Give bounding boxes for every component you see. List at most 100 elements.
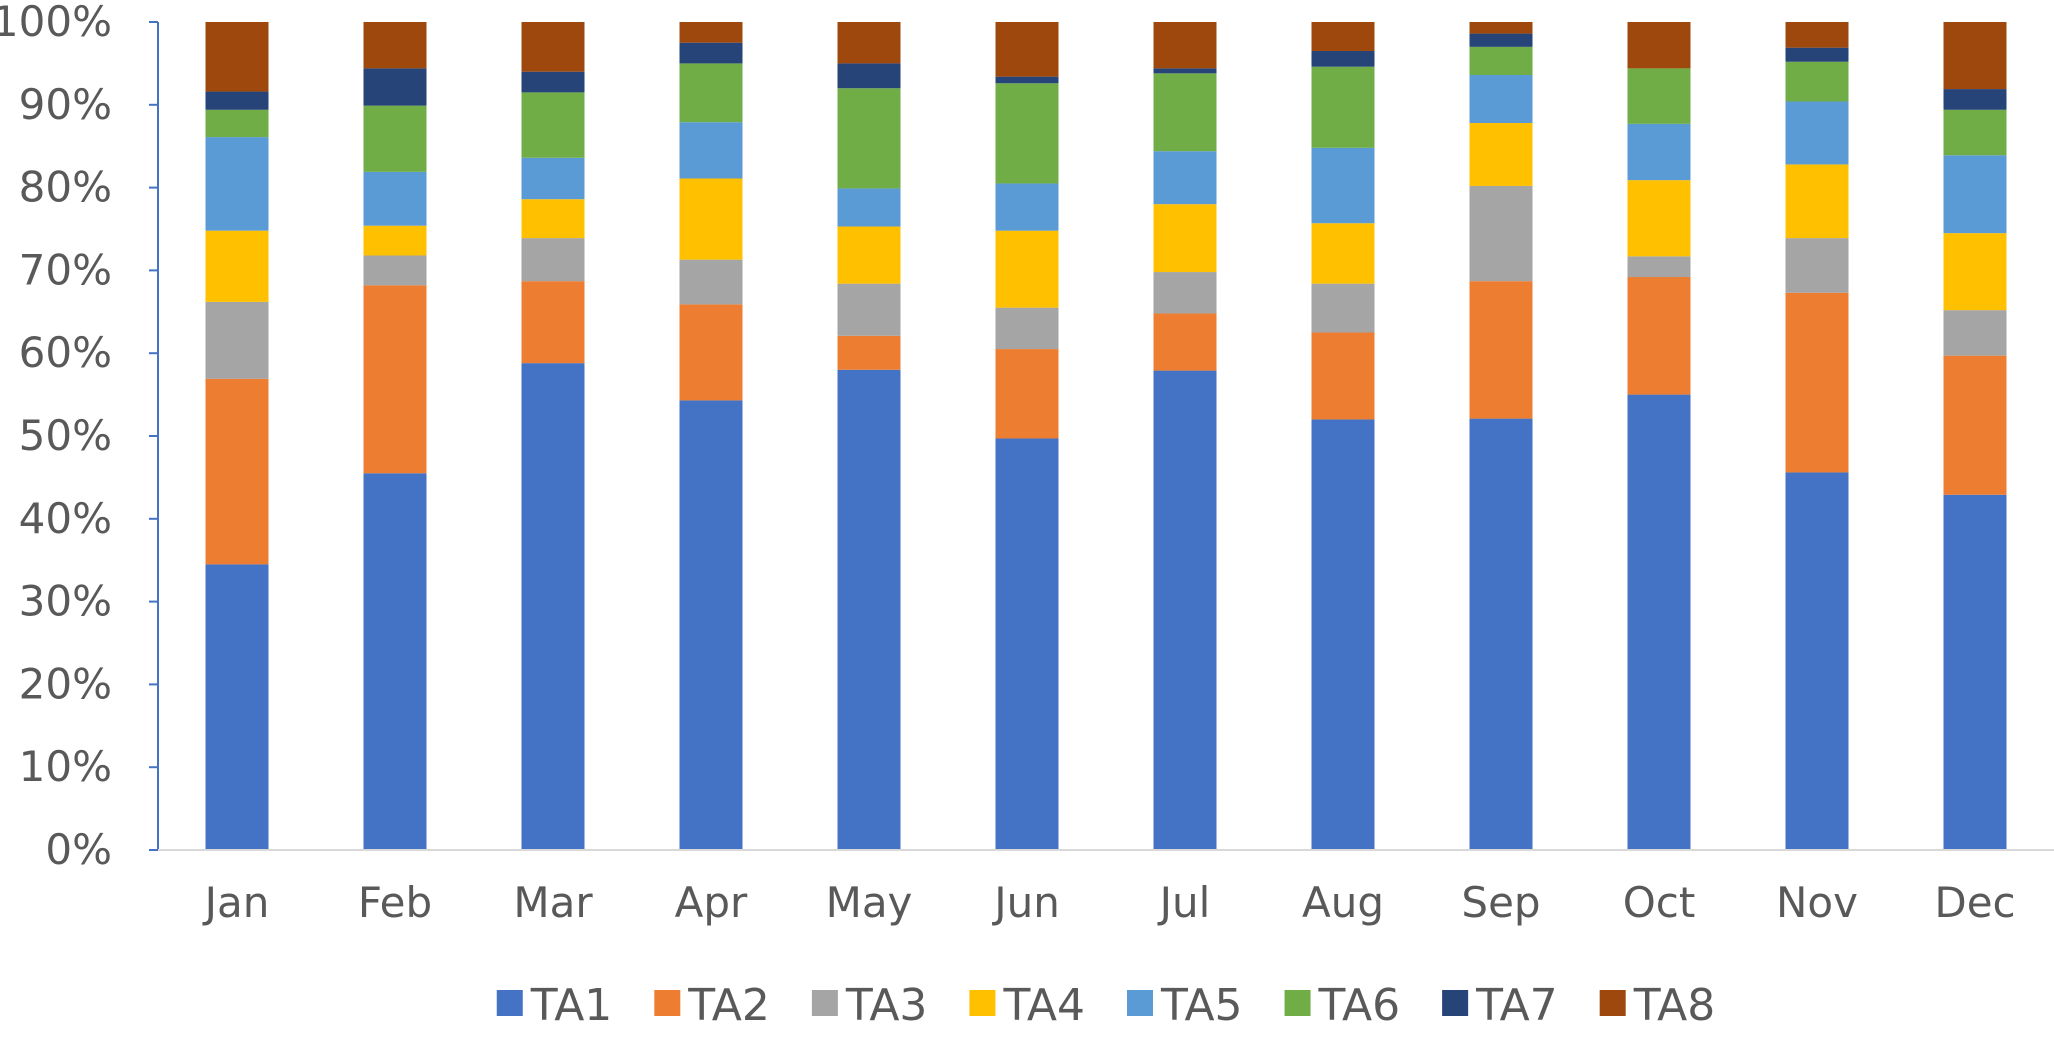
bar-segment-ta2-feb xyxy=(363,285,427,474)
bar-segment-ta8-jun xyxy=(995,22,1059,77)
x-tick-label: Nov xyxy=(1776,878,1858,927)
legend-label: TA7 xyxy=(1475,980,1558,1031)
legend-swatch xyxy=(496,990,523,1016)
bar-segment-ta7-jun xyxy=(995,76,1059,84)
bar-segment-ta2-jul xyxy=(1153,313,1217,371)
bar-segment-ta4-dec xyxy=(1943,233,2007,311)
y-tick-labels: 0% 10% 20% 30% 40% 50% 60% 70% 80% 90% 100% xyxy=(0,0,112,874)
y-tick-label: 50% xyxy=(19,411,112,460)
legend-swatch xyxy=(969,990,996,1016)
x-tick-label: Dec xyxy=(1934,878,2015,927)
bar-segment-ta1-dec xyxy=(1943,494,2007,850)
legend-label: TA6 xyxy=(1318,980,1401,1031)
bar-segment-ta7-aug xyxy=(1311,50,1375,67)
bar-segment-ta2-may xyxy=(837,335,901,370)
y-tick-label: 30% xyxy=(19,577,112,626)
bar-segment-ta7-apr xyxy=(679,42,743,64)
bar-segment-ta5-nov xyxy=(1785,101,1849,165)
legend-label: TA8 xyxy=(1633,980,1716,1031)
bar-segment-ta6-may xyxy=(837,88,901,189)
bar-segment-ta2-aug xyxy=(1311,332,1375,420)
x-tick-label: Mar xyxy=(513,878,593,927)
x-tick-label: Jan xyxy=(202,878,270,927)
bar-segment-ta1-may xyxy=(837,369,901,850)
legend-item-ta6: TA6 xyxy=(1284,980,1401,1031)
bar-segment-ta8-oct xyxy=(1627,22,1691,69)
bar-segment-ta6-feb xyxy=(363,105,427,172)
bar-segment-ta8-jan xyxy=(205,22,269,92)
x-tick-label: Oct xyxy=(1623,878,1696,927)
bar-segment-ta5-aug xyxy=(1311,147,1375,224)
y-tick-label: 90% xyxy=(19,80,112,129)
bar-segment-ta7-mar xyxy=(521,71,585,93)
bar-segment-ta6-aug xyxy=(1311,66,1375,148)
bar-segment-ta1-aug xyxy=(1311,419,1375,850)
bar-segment-ta6-jan xyxy=(205,109,269,138)
bar-segment-ta1-jul xyxy=(1153,370,1217,850)
legend: TA1 TA2 TA3 TA4 TA5 TA6 TA7 TA8 xyxy=(496,980,1716,1031)
x-tick-label: Jul xyxy=(1157,878,1211,927)
bar-segment-ta5-sep xyxy=(1469,74,1533,124)
bar-segment-ta3-oct xyxy=(1627,256,1691,278)
y-tick-label: 20% xyxy=(19,659,112,708)
legend-item-ta1: TA1 xyxy=(496,980,613,1031)
bar-segment-ta3-feb xyxy=(363,255,427,286)
bar-segment-ta6-sep xyxy=(1469,46,1533,75)
bar-segment-ta5-jan xyxy=(205,137,269,231)
legend-swatch xyxy=(811,990,838,1016)
bar-segment-ta3-apr xyxy=(679,259,743,305)
legend-swatch xyxy=(1442,990,1469,1016)
legend-label: TA1 xyxy=(530,980,613,1031)
x-tick-label: Aug xyxy=(1302,878,1384,927)
bar-segment-ta7-feb xyxy=(363,68,427,106)
bars-layer xyxy=(205,22,2007,850)
y-tick-label: 0% xyxy=(45,825,112,874)
y-tick-label: 40% xyxy=(19,494,112,543)
bar-segment-ta4-jul xyxy=(1153,204,1217,273)
bar-segment-ta7-sep xyxy=(1469,33,1533,47)
bar-segment-ta6-dec xyxy=(1943,109,2007,156)
bar-segment-ta3-mar xyxy=(521,238,585,282)
bar-segment-ta7-jul xyxy=(1153,68,1217,74)
bar-segment-ta6-nov xyxy=(1785,61,1849,102)
x-tick-label: May xyxy=(826,878,913,927)
legend-swatch xyxy=(1599,990,1626,1016)
bar-segment-ta2-nov xyxy=(1785,292,1849,473)
legend-item-ta4: TA4 xyxy=(969,980,1085,1031)
bar-segment-ta8-may xyxy=(837,22,901,64)
x-tick-label: Sep xyxy=(1461,878,1540,927)
bar-segment-ta3-sep xyxy=(1469,185,1533,282)
bar-segment-ta3-nov xyxy=(1785,238,1849,293)
x-tick-label: Feb xyxy=(358,878,432,927)
bar-segment-ta1-apr xyxy=(679,400,743,850)
x-tick-labels: Jan Feb Mar Apr May Jun Jul Aug Sep Oct Nov Dec xyxy=(202,878,2016,927)
bar-segment-ta4-nov xyxy=(1785,164,1849,239)
bar-segment-ta5-apr xyxy=(679,122,743,179)
legend-item-ta8: TA8 xyxy=(1599,980,1716,1031)
bar-segment-ta7-dec xyxy=(1943,89,2007,110)
bar-segment-ta1-oct xyxy=(1627,394,1691,850)
legend-item-ta2: TA2 xyxy=(654,980,770,1031)
x-tick-label: Apr xyxy=(675,878,748,927)
y-tick-label: 10% xyxy=(19,742,112,791)
bar-segment-ta5-oct xyxy=(1627,123,1691,181)
y-tick-label: 70% xyxy=(19,245,112,294)
bar-segment-ta6-mar xyxy=(521,92,585,158)
bar-segment-ta2-sep xyxy=(1469,281,1533,419)
bar-segment-ta7-jan xyxy=(205,91,269,110)
bar-segment-ta8-dec xyxy=(1943,22,2007,90)
bar-segment-ta4-oct xyxy=(1627,180,1691,257)
bar-segment-ta4-apr xyxy=(679,178,743,260)
legend-label: TA4 xyxy=(1002,980,1085,1031)
bar-segment-ta4-jun xyxy=(995,230,1059,308)
bar-segment-ta3-may xyxy=(837,283,901,336)
bar-segment-ta5-jun xyxy=(995,183,1059,231)
bar-segment-ta6-apr xyxy=(679,63,743,123)
y-tick-label: 80% xyxy=(19,163,112,212)
bar-segment-ta7-nov xyxy=(1785,47,1849,62)
legend-item-ta7: TA7 xyxy=(1442,980,1558,1031)
bar-segment-ta6-oct xyxy=(1627,68,1691,124)
bar-segment-ta6-jun xyxy=(995,83,1059,184)
axis-layer xyxy=(149,21,2054,851)
bar-segment-ta4-jan xyxy=(205,230,269,302)
